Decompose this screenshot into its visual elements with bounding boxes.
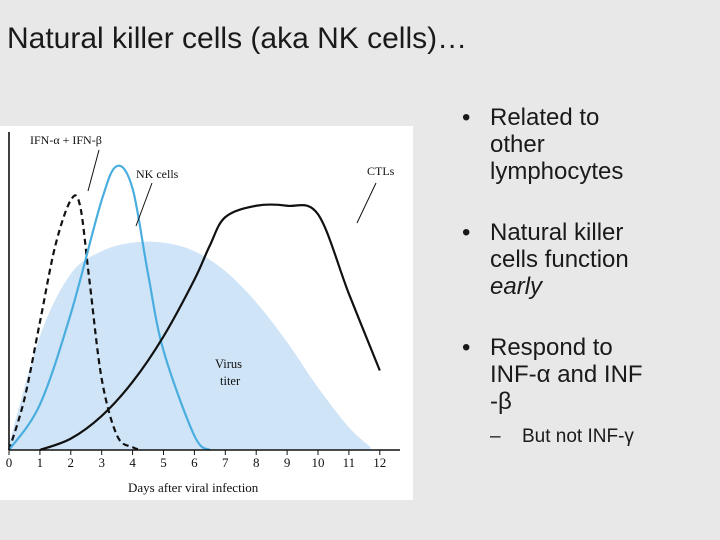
bullet-list: • Related to other lymphocytes • Natural…: [462, 104, 712, 449]
sub-bullet-text: But not INF-γ: [522, 426, 634, 447]
bullet-line: INF-α and INF: [490, 361, 643, 388]
nk-label: NK cells: [136, 167, 179, 181]
chart-figure: 0 1 2 3 4 5 6 7 8 9 10 11 12 IFN-α + IFN-β NK cells …: [0, 126, 413, 500]
callout-layer: [87, 149, 377, 227]
bullet-line: lymphocytes: [490, 158, 624, 185]
x-tick-label: 9: [284, 455, 291, 470]
bullet-line: Respond to: [490, 334, 613, 361]
bullet-line: cells function: [490, 246, 629, 273]
bullet-line-emphasis: early: [490, 273, 543, 300]
ctl-label: CTLs: [367, 164, 395, 178]
sub-bullet-not-inf-gamma: – But not INF-γ: [462, 425, 712, 449]
bullet-function-early: • Natural killer cells function early: [462, 219, 712, 300]
x-tick-label: 3: [98, 455, 105, 470]
x-tick-label: 4: [129, 455, 136, 470]
bullet-line: Related to: [490, 104, 600, 131]
x-axis-title: Days after viral infection: [128, 480, 259, 495]
x-tick-label: 12: [373, 455, 386, 470]
bullet-line: Natural killer: [490, 219, 624, 246]
x-tick-label: 6: [191, 455, 198, 470]
nk-callout-line: [135, 182, 153, 227]
x-tick-label: 5: [160, 455, 167, 470]
x-tick-label: 10: [312, 455, 325, 470]
bullet-dot: •: [462, 219, 471, 246]
x-tick-label: 2: [68, 455, 75, 470]
series-virus-titer: [9, 241, 371, 450]
ifn-label: IFN-α + IFN-β: [30, 133, 102, 147]
axis-layer: [8, 132, 400, 451]
bullet-dot: •: [462, 334, 471, 361]
titer-label: titer: [220, 374, 241, 388]
tick-layer: 0 1 2 3 4 5 6 7 8 9 10 11 12: [6, 450, 386, 470]
x-tick-label: 1: [37, 455, 44, 470]
series-nk-cells: [8, 164, 211, 451]
series-ctls: [39, 203, 381, 452]
area-layer: [9, 241, 371, 450]
slide-title: Natural killer cells (aka NK cells)…: [7, 22, 468, 55]
ctl-callout-line: [356, 182, 377, 224]
line-layer: [7, 164, 381, 452]
x-tick-label: 0: [6, 455, 13, 470]
x-tick-label: 8: [253, 455, 260, 470]
bullet-related: • Related to other lymphocytes: [462, 104, 712, 185]
bullet-line: -β: [490, 388, 512, 415]
sub-bullet-dash: –: [490, 426, 501, 447]
ifn-callout-line: [87, 149, 100, 192]
x-tick-label: 11: [343, 455, 356, 470]
virus-label: Virus: [215, 357, 242, 371]
bullet-line: other: [490, 131, 545, 158]
bullet-respond: • Respond to INF-α and INF -β: [462, 334, 712, 415]
chart-svg: 0 1 2 3 4 5 6 7 8 9 10 11 12 IFN-α + IFN-β NK cells …: [6, 132, 400, 495]
x-tick-label: 7: [222, 455, 229, 470]
bullet-dot: •: [462, 104, 471, 131]
series-ifn-ifn: [7, 194, 143, 452]
